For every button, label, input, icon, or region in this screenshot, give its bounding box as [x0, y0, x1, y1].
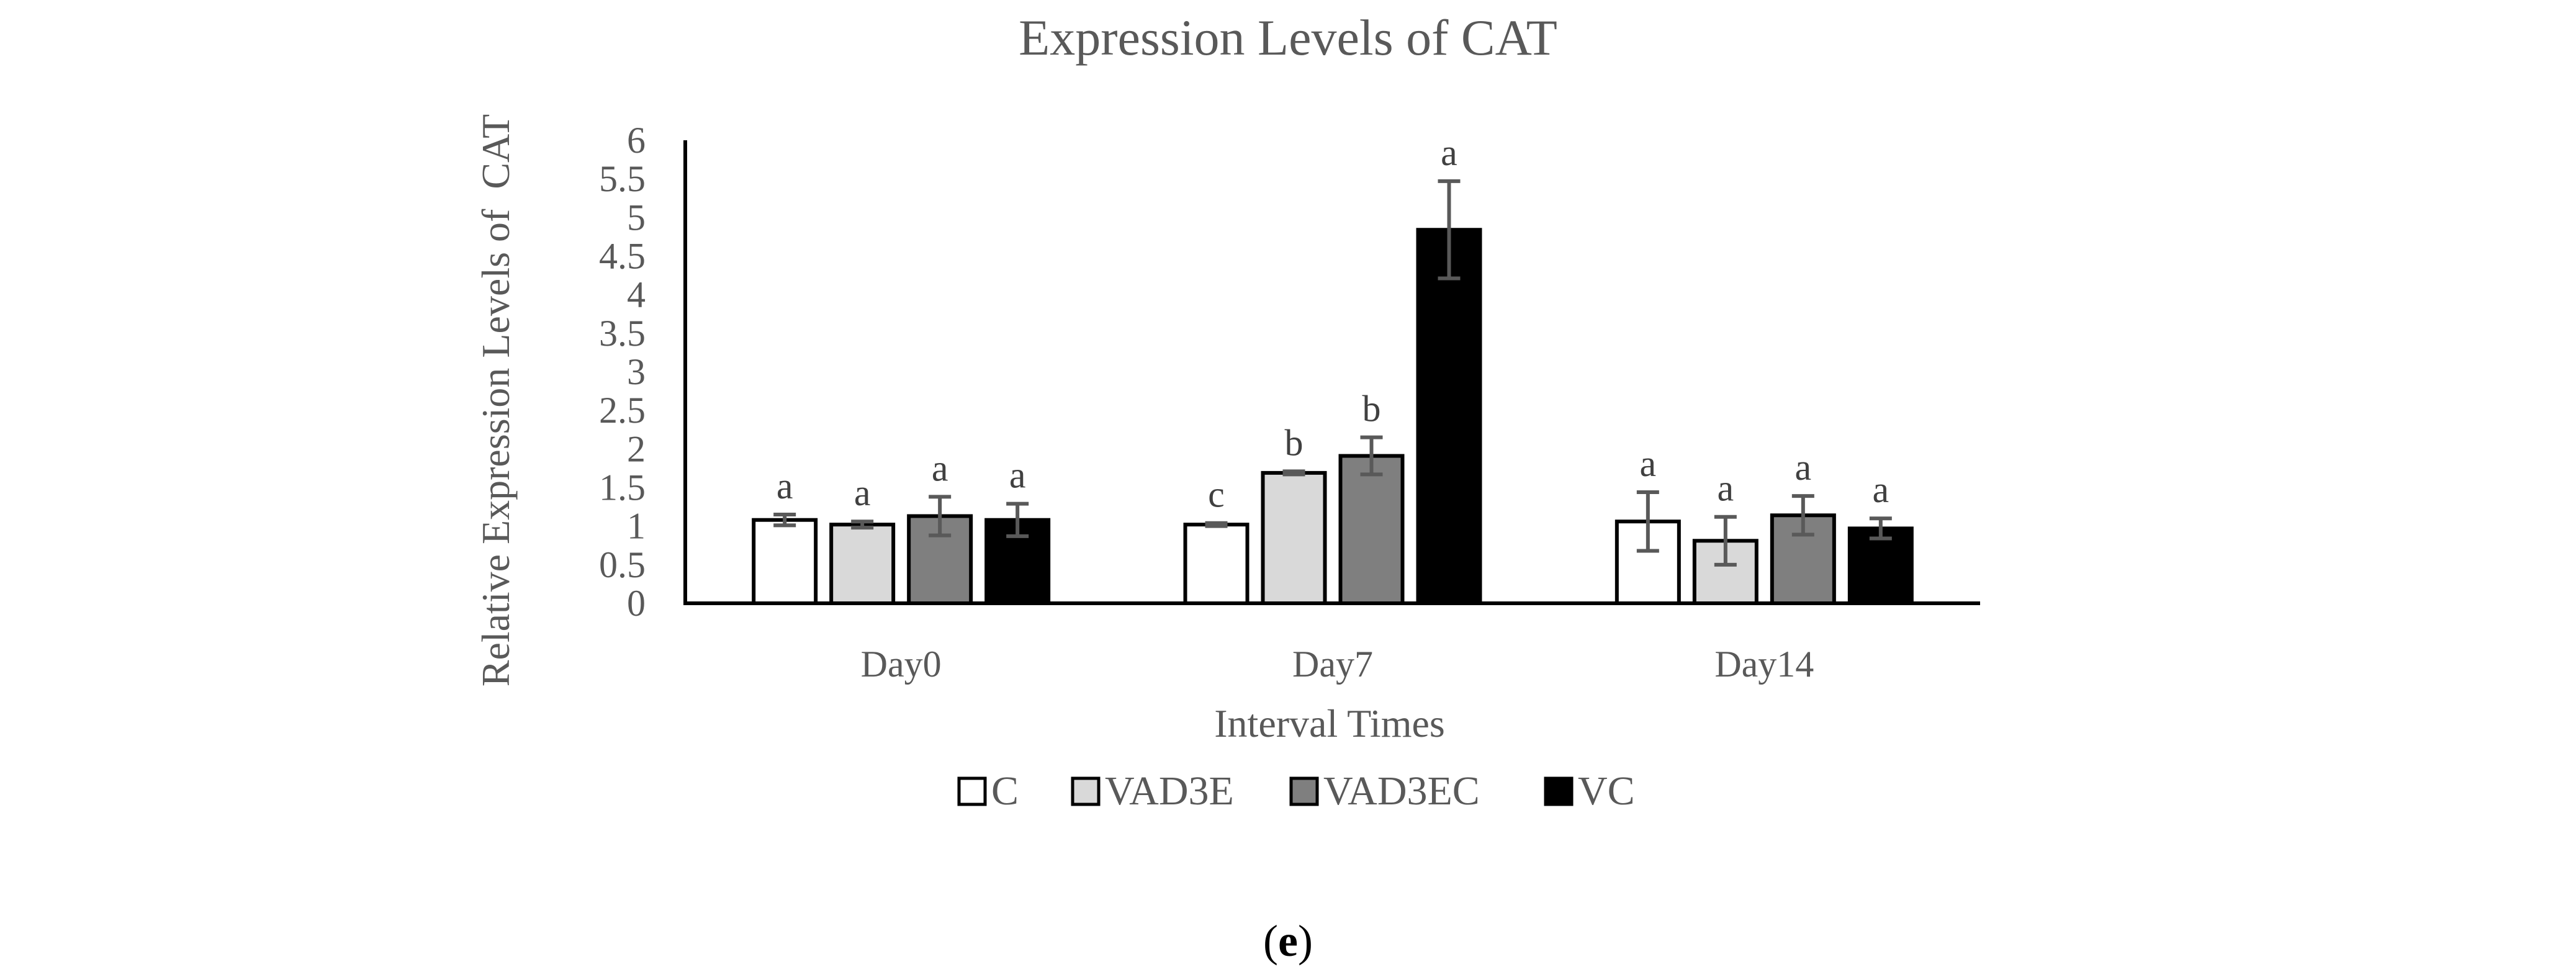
bar-vad3ec-day7: [1338, 454, 1405, 605]
error-bar: [1791, 494, 1814, 537]
panel-label-open: (: [1263, 916, 1278, 966]
significance-label: a: [1640, 443, 1657, 484]
y-tick-label: 4: [627, 274, 646, 315]
error-bar: [1714, 515, 1737, 567]
legend-item-vad3ec: VAD3EC: [1289, 768, 1480, 814]
legend-swatch: [957, 776, 987, 806]
x-category-label: Day14: [1714, 644, 1814, 685]
y-tick-label: 2: [627, 428, 646, 469]
bar-vc-day7: [1416, 228, 1482, 605]
error-bar: [929, 495, 952, 537]
error-bar: [851, 519, 874, 530]
error-bar: [1636, 490, 1659, 553]
legend-item-vad3e: VAD3E: [1071, 768, 1234, 814]
y-tick-label: 3: [627, 351, 646, 392]
x-category-label: Day7: [1292, 644, 1373, 685]
y-axis-ticks: 00.511.522.533.544.555.56: [599, 120, 646, 624]
panel-label-letter: e: [1278, 916, 1298, 966]
legend-swatch: [1071, 776, 1101, 806]
significance-label: a: [1441, 132, 1457, 173]
significance-label: c: [1208, 474, 1225, 515]
significance-label: a: [1009, 455, 1026, 496]
legend-item-vc: VC: [1544, 768, 1635, 814]
significance-label: a: [1795, 447, 1812, 488]
bar-vad3e-day7: [1261, 470, 1327, 605]
y-tick-label: 6: [627, 120, 646, 161]
y-tick-label: 1: [627, 506, 646, 547]
significance-label: b: [1362, 389, 1381, 430]
y-tick-label: 3.5: [599, 313, 646, 354]
bar-vc-day14: [1847, 526, 1914, 605]
x-axis-category-labels: Day0 Day7 Day14: [861, 644, 1814, 685]
legend-label: C: [991, 768, 1019, 814]
significance-label: a: [932, 448, 948, 488]
significance-labels-group: a a a a c b b a a a a a: [777, 132, 1889, 515]
legend-label: VAD3EC: [1323, 768, 1480, 814]
y-tick-label: 5.5: [599, 158, 646, 199]
bar-vad3e-day14: [1692, 539, 1759, 605]
error-bar: [1360, 435, 1383, 477]
error-bar: [1438, 179, 1461, 281]
significance-label: b: [1285, 422, 1304, 463]
error-bar: [1282, 469, 1305, 477]
y-tick-label: 1.5: [599, 467, 646, 508]
bar-vad3e-day0: [829, 523, 896, 605]
y-tick-label: 0.5: [599, 544, 646, 585]
error-bar: [1006, 501, 1029, 538]
y-tick-label: 0: [627, 583, 646, 624]
significance-label: a: [854, 472, 871, 513]
y-tick-label: 5: [627, 197, 646, 238]
error-bars-group: [773, 179, 1892, 567]
legend: C VAD3E VAD3EC VC: [957, 768, 1635, 814]
significance-label: a: [777, 466, 793, 506]
x-axis-title: Interval Times: [1214, 701, 1445, 745]
significance-label: a: [1873, 469, 1889, 510]
y-tick-label: 4.5: [599, 236, 646, 277]
bar-c-day7: [1183, 523, 1250, 605]
legend-label: VC: [1578, 768, 1635, 814]
legend-label: VAD3E: [1105, 768, 1234, 814]
error-bar: [1205, 521, 1228, 528]
chart-title: Expression Levels of CAT: [1019, 9, 1557, 66]
significance-label: a: [1718, 468, 1734, 509]
bar-c-day0: [752, 518, 818, 605]
legend-swatch: [1544, 776, 1574, 806]
y-axis-title: Relative Expression Levels of CAT: [474, 114, 518, 686]
panel-label-close: ): [1298, 916, 1313, 966]
bars-group: [752, 228, 1914, 606]
legend-item-c: C: [957, 768, 1019, 814]
error-bar: [773, 513, 796, 528]
x-category-label: Day0: [861, 644, 942, 685]
y-tick-label: 2.5: [599, 390, 646, 431]
legend-swatch: [1289, 776, 1319, 806]
panel-label: (e): [1263, 916, 1313, 966]
error-bar: [1869, 516, 1892, 541]
